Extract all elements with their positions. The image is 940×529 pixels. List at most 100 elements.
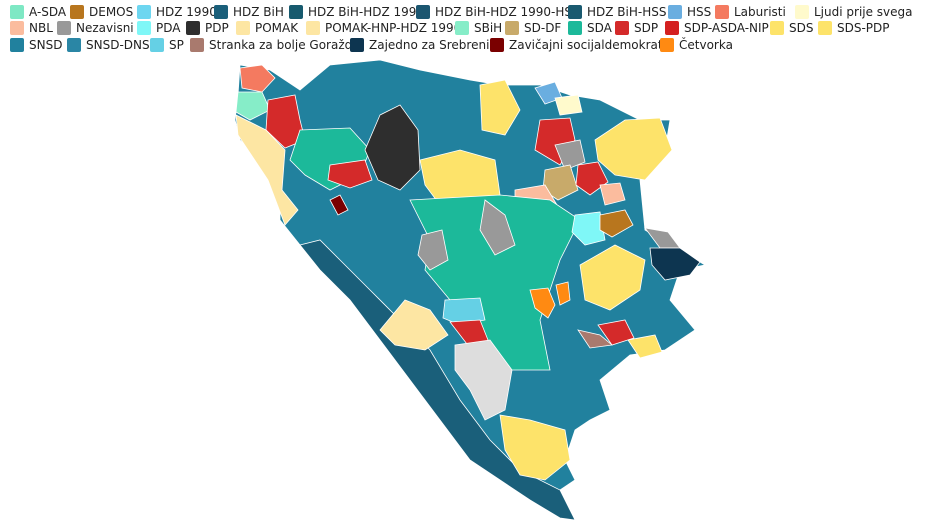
- region: [575, 161, 609, 196]
- legend-item: SDS-PDP: [818, 21, 890, 35]
- region: [379, 299, 449, 351]
- legend-label: SDS: [789, 21, 814, 35]
- legend-item: SP: [150, 38, 184, 52]
- legend-swatch: [10, 38, 24, 52]
- legend-label: SBiH: [474, 21, 503, 35]
- region: [594, 117, 673, 181]
- legend-item: HDZ 1990: [137, 5, 217, 19]
- legend-label: NBL: [29, 21, 53, 35]
- legend-item: NBL: [10, 21, 53, 35]
- legend-label: HDZ BiH-HDZ 1990-HSS: [435, 5, 580, 19]
- region: [529, 287, 556, 319]
- legend-label: SDP: [634, 21, 659, 35]
- legend-label: DEMOS: [89, 5, 134, 19]
- legend-swatch: [568, 5, 582, 19]
- legend-item: Četvorka: [660, 38, 733, 52]
- legend-label: SDP-ASDA-NIP: [684, 21, 769, 35]
- legend-item: SDA: [568, 21, 612, 35]
- legend-swatch: [770, 21, 784, 35]
- legend-item: DEMOS: [70, 5, 133, 19]
- legend-item: HDZ BiH-HDZ 1990: [289, 5, 424, 19]
- legend-swatch: [57, 21, 71, 35]
- legend-swatch: [186, 21, 200, 35]
- legend-item: Nezavisni: [57, 21, 134, 35]
- legend-label: SNSD: [29, 38, 63, 52]
- legend-swatch: [715, 5, 729, 19]
- legend-swatch: [795, 5, 809, 19]
- legend-item: Laburisti: [715, 5, 786, 19]
- legend-label: HDZ BiH-HSS: [587, 5, 667, 19]
- legend-label: SDS-PDP: [837, 21, 890, 35]
- legend-item: SD-DF: [505, 21, 561, 35]
- legend: A-SDA DEMOS HDZ 1990 HDZ BiH HDZ BiH-HDZ 199…: [0, 0, 940, 56]
- region: [579, 244, 646, 311]
- legend-item: PDA: [137, 21, 180, 35]
- legend-label: Nezavisni: [76, 21, 134, 35]
- legend-label: Zajedno za Srebrenicu: [369, 38, 504, 52]
- legend-item: SNSD: [10, 38, 62, 52]
- region: [599, 209, 634, 238]
- legend-label: POMAK: [255, 21, 299, 35]
- legend-swatch: [665, 21, 679, 35]
- legend-label: Zavičajni socijaldemokrati: [509, 38, 666, 52]
- legend-swatch: [289, 5, 303, 19]
- region: [329, 194, 349, 216]
- legend-swatch: [137, 21, 151, 35]
- legend-item: SBiH: [455, 21, 502, 35]
- legend-label: HDZ BiH-HDZ 1990: [308, 5, 425, 19]
- legend-item: PDP: [186, 21, 229, 35]
- legend-swatch: [10, 21, 24, 35]
- legend-item: HDZ BiH: [214, 5, 284, 19]
- legend-label: PDP: [205, 21, 229, 35]
- legend-label: SP: [169, 38, 184, 52]
- legend-item: Stranka za bolje Goražde: [190, 38, 360, 52]
- legend-label: SD-DF: [524, 21, 562, 35]
- legend-label: SNSD-DNS: [86, 38, 150, 52]
- region: [555, 281, 571, 306]
- legend-item: SDP: [615, 21, 658, 35]
- legend-swatch: [67, 38, 81, 52]
- legend-swatch: [236, 21, 250, 35]
- region: [454, 339, 513, 421]
- region: [627, 334, 663, 359]
- legend-label: Laburisti: [734, 5, 786, 19]
- legend-item: Zajedno za Srebrenicu: [350, 38, 504, 52]
- region: [299, 239, 576, 521]
- legend-swatch: [416, 5, 430, 19]
- region: [409, 194, 581, 371]
- legend-item: POMAK-HNP-HDZ 1990: [306, 21, 461, 35]
- legend-swatch: [190, 38, 204, 52]
- legend-swatch: [10, 5, 24, 19]
- legend-item: Zavičajni socijaldemokrati: [490, 38, 666, 52]
- legend-swatch: [150, 38, 164, 52]
- region: [364, 104, 421, 191]
- legend-item: HDZ BiH-HDZ 1990-HSS: [416, 5, 580, 19]
- legend-label: HDZ BiH: [233, 5, 284, 19]
- legend-label: HSS: [687, 5, 712, 19]
- region: [571, 211, 606, 246]
- legend-swatch: [568, 21, 582, 35]
- region: [499, 414, 571, 481]
- legend-item: SNSD-DNS: [67, 38, 150, 52]
- legend-item: POMAK: [236, 21, 298, 35]
- region: [235, 91, 271, 121]
- legend-swatch: [455, 21, 469, 35]
- legend-label: SDA: [587, 21, 612, 35]
- legend-swatch: [350, 38, 364, 52]
- legend-swatch: [70, 5, 84, 19]
- legend-swatch: [668, 5, 682, 19]
- legend-item: SDS: [770, 21, 813, 35]
- region: [327, 159, 373, 189]
- legend-item: HDZ BiH-HSS: [568, 5, 666, 19]
- region: [235, 114, 299, 226]
- legend-label: Četvorka: [679, 38, 733, 52]
- region: [599, 182, 626, 206]
- legend-swatch: [660, 38, 674, 52]
- legend-item: SDP-ASDA-NIP: [665, 21, 769, 35]
- legend-swatch: [615, 21, 629, 35]
- legend-swatch: [505, 21, 519, 35]
- region: [597, 319, 635, 346]
- region: [417, 229, 449, 271]
